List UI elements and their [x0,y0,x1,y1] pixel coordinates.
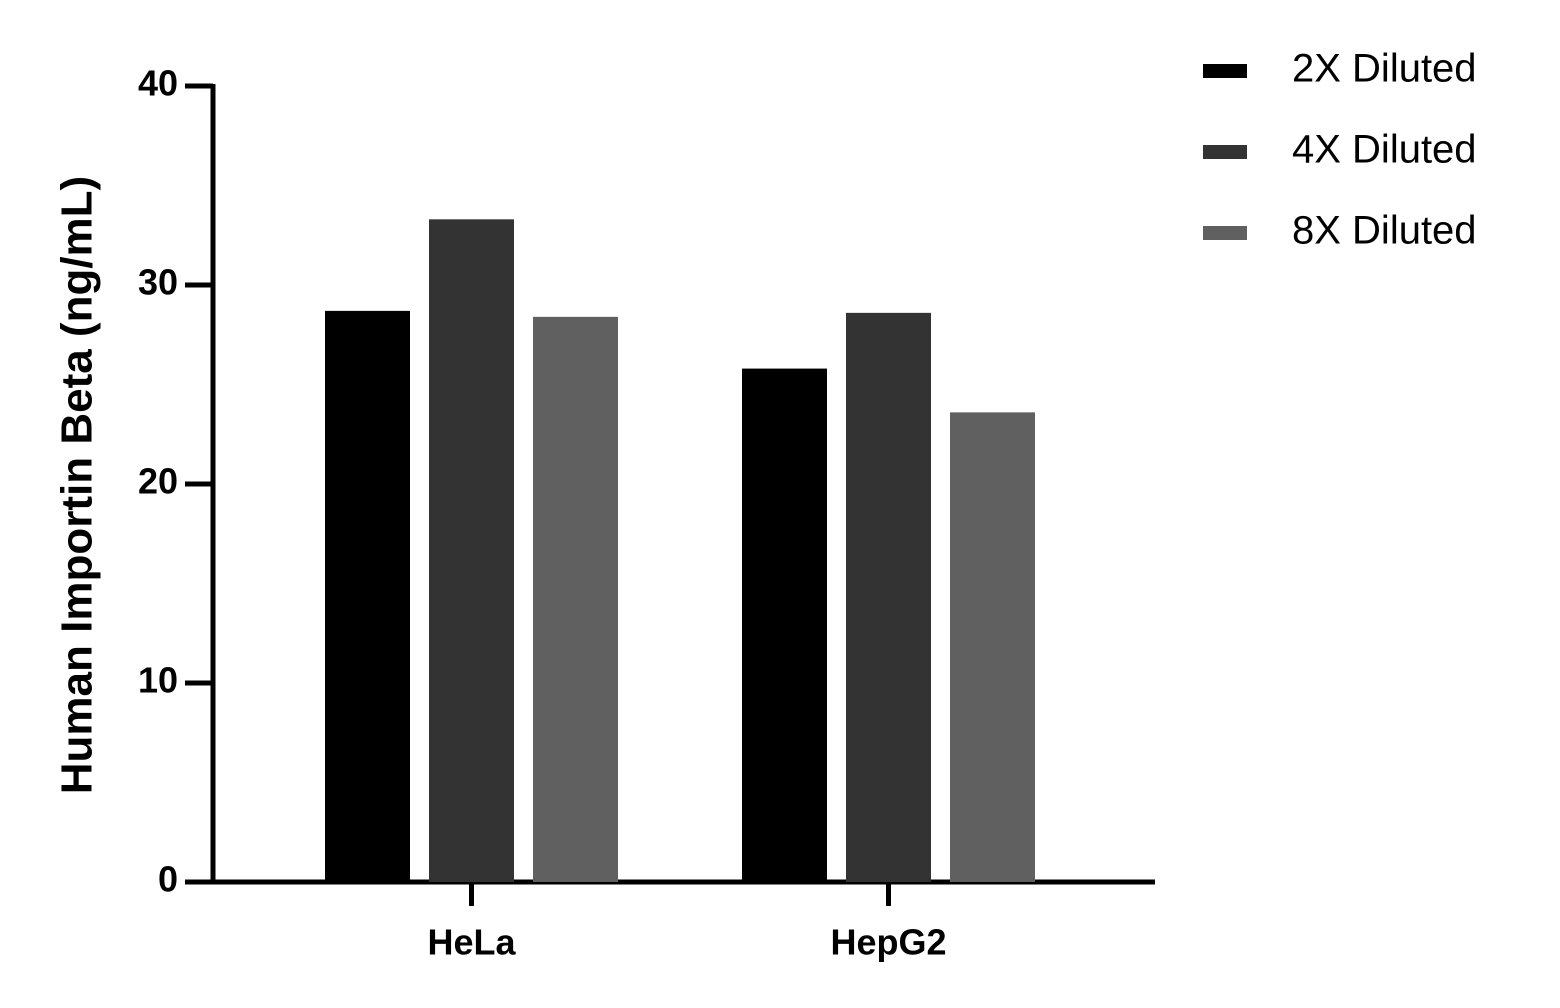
bar [429,219,514,882]
bar [325,310,410,882]
y-tick-label: 10 [138,660,178,701]
bar [742,368,827,883]
legend-label: 2X Diluted [1292,47,1477,91]
y-tick-label: 0 [158,859,178,900]
legend-swatch [1203,226,1247,240]
legend-swatch [1203,145,1247,159]
bar [950,412,1035,882]
y-axis-title: Human Importin Beta (ng/mL) [53,176,102,794]
x-tick-label: HepG2 [830,922,946,963]
bar [846,312,931,882]
y-tick-label: 40 [138,63,178,104]
legend-label: 4X Diluted [1292,128,1477,172]
bar [533,316,618,883]
y-tick-label: 30 [138,262,178,303]
legend-label: 8X Diluted [1292,209,1477,253]
legend-swatch [1203,64,1247,78]
y-tick-label: 20 [138,461,178,502]
x-tick-label: HeLa [427,922,516,963]
